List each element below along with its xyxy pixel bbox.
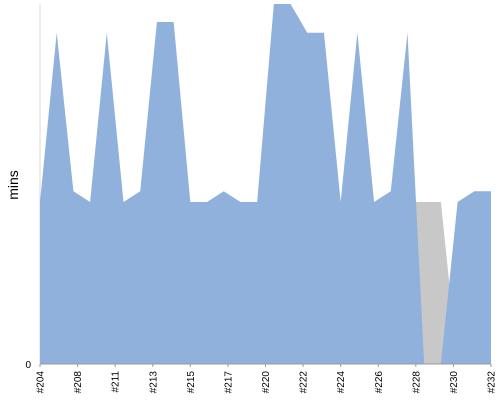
x-tick-label: #208 (73, 371, 84, 394)
x-tick-label: #211 (111, 371, 122, 393)
x-tick-label: #220 (261, 371, 272, 394)
x-tick-label: #232 (487, 371, 498, 394)
x-tick-label: #213 (148, 371, 159, 394)
area-series-group (40, 4, 491, 364)
x-tick-label: #217 (223, 371, 234, 394)
x-tick-label: #215 (186, 371, 197, 394)
x-tick-label: #224 (336, 371, 347, 394)
x-tick-label: #204 (36, 371, 47, 394)
area-series-0 (40, 4, 491, 364)
x-tick-label: #222 (299, 371, 310, 394)
y-tick-label-0: 0 (25, 360, 31, 371)
x-tick-label: #226 (374, 371, 385, 394)
x-tick-label: #228 (411, 371, 422, 394)
x-tick-label-group: #204 #208 #211 #213 #215 #217 #220 #222 #224 #226… (36, 364, 498, 393)
y-axis-title: mins (5, 170, 21, 200)
x-tick-label: #230 (449, 371, 460, 394)
